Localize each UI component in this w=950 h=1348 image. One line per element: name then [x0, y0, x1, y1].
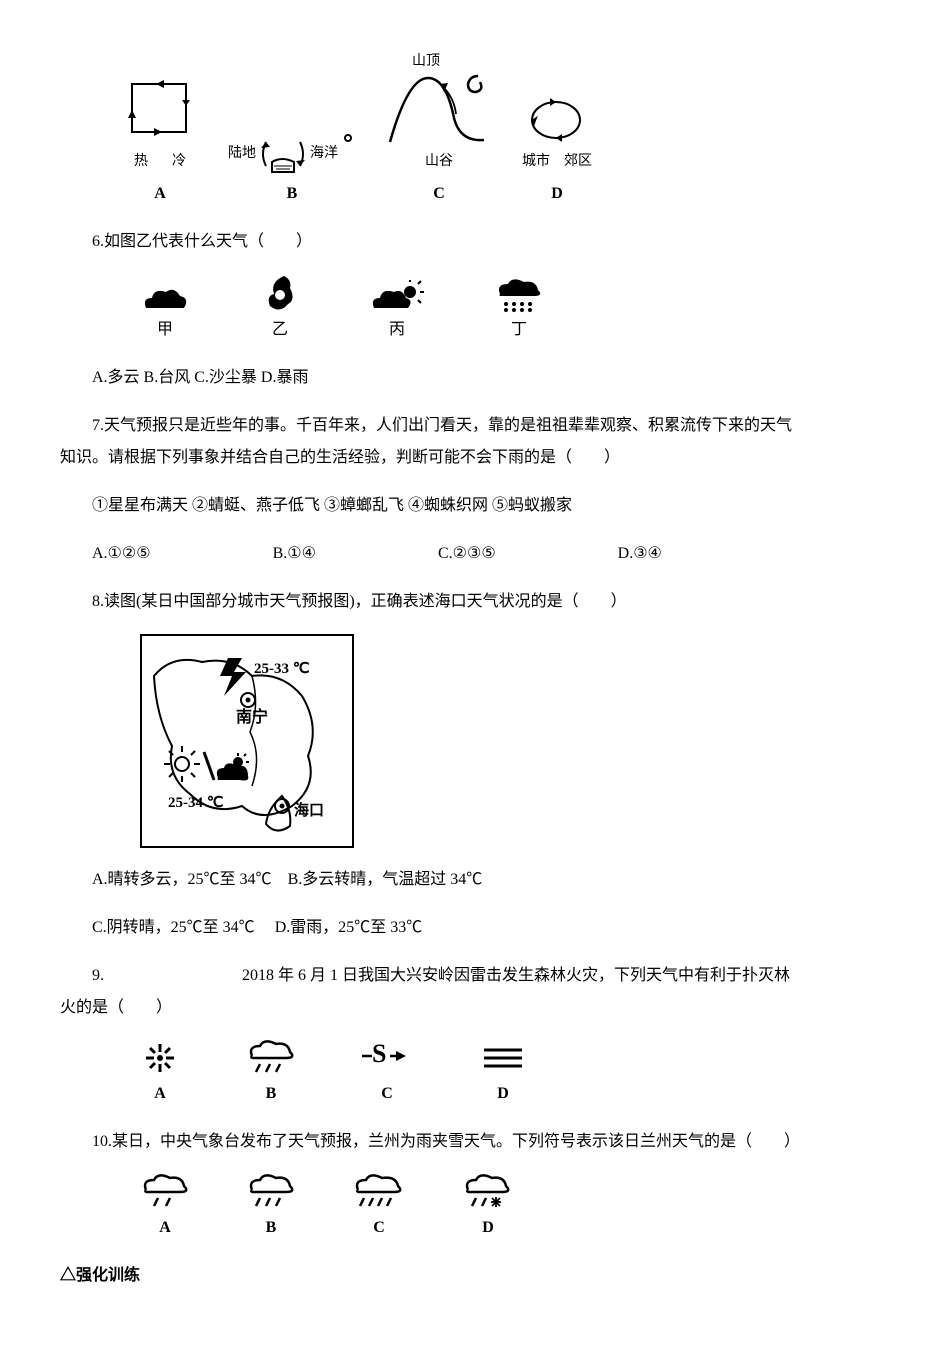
map-haikou: 海口 — [294, 796, 324, 826]
q9-label-d: D — [497, 1078, 509, 1110]
q9-icon-b: B — [246, 1040, 296, 1110]
sleet-icon — [462, 1174, 514, 1210]
q10-icon-b: B — [246, 1174, 296, 1244]
diagram-b-sea: 海洋 — [310, 140, 338, 168]
sandstorm-icon: S — [362, 1040, 412, 1076]
q8-opt-a: A.晴转多云，25℃至 34℃ — [92, 871, 272, 888]
q6-icon-b: 乙 — [260, 274, 300, 346]
q10-icon-d: D — [462, 1174, 514, 1244]
diagram-row-1: 热 冷 A 陆地 海洋 B 山顶 — [120, 68, 890, 210]
q7-opt-c: C.②③⑤ — [406, 538, 496, 570]
q9-icon-c: S C — [362, 1040, 412, 1110]
q10-icon-c: C — [352, 1174, 406, 1244]
sun-cloud-icon — [370, 280, 424, 314]
q10-label-d: D — [482, 1212, 494, 1244]
map-temp-2: 25-34 ℃ — [168, 788, 224, 818]
heavy-rain-icon — [494, 276, 544, 314]
q7-items: ①星星布满天 ②蜻蜓、燕子低飞 ③蟑螂乱飞 ④蜘蛛织网 ⑤蚂蚁搬家 — [60, 490, 890, 522]
q8-map: 25-33 ℃ 南宁 25-34 ℃ 海口 — [140, 634, 354, 848]
diagram-a-hot: 热 — [134, 148, 148, 176]
map-nanning: 南宁 — [236, 702, 268, 734]
diagram-b: 陆地 海洋 B — [228, 132, 356, 210]
q9-icons: A B S C D — [140, 1040, 890, 1110]
q7-line2: 知识。请根据下列事象并结合自己的生活经验，判断可能不会下雨的是（ ） — [60, 442, 890, 474]
fog-icon — [478, 1040, 528, 1076]
q9-label-b: B — [266, 1078, 277, 1110]
q9-icon-a: A — [140, 1040, 180, 1110]
cloud-icon — [140, 284, 190, 314]
q6-label-d: 丁 — [511, 314, 527, 346]
diagram-b-label: B — [287, 178, 298, 210]
q6-text: 6.如图乙代表什么天气（ ） — [60, 226, 890, 258]
section-footer: △强化训练 — [60, 1260, 890, 1292]
q10-label-c: C — [373, 1212, 385, 1244]
q6-opts: A.多云 B.台风 C.沙尘暴 D.暴雨 — [60, 362, 890, 394]
q7-opt-d: D.③④ — [586, 538, 662, 570]
diagram-b-land: 陆地 — [228, 140, 256, 168]
q6-icon-d: 丁 — [494, 276, 544, 346]
q10-icons: A B C D — [140, 1174, 890, 1244]
q9-body: 2018 年 6 月 1 日我国大兴安岭因雷击发生森林火灾，下列天气中有利于扑灭… — [242, 967, 790, 984]
diagram-d-label: D — [551, 178, 563, 210]
diagram-a-svg — [120, 78, 200, 148]
q10-icon-a: A — [140, 1174, 190, 1244]
diagram-d-city: 城市 — [522, 148, 550, 176]
q10-text: 10.某日，中央气象台发布了天气预报，兰州为雨夹雪天气。下列符号表示该日兰州天气… — [60, 1126, 890, 1158]
q7-opt-a: A.①②⑤ — [60, 538, 151, 570]
diagram-c-peak: 山顶 — [412, 48, 440, 76]
diagram-c-svg — [384, 68, 494, 148]
q8-opt-d: D.雷雨，25℃至 33℃ — [275, 919, 423, 936]
q8-opt-c: C.阴转晴，25℃至 34℃ — [92, 919, 255, 936]
q6-label-b: 乙 — [272, 314, 288, 346]
q10-label-a: A — [159, 1212, 171, 1244]
q9-label-c: C — [381, 1078, 393, 1110]
diagram-d: 城市 郊区 D — [522, 92, 592, 210]
map-temp-1: 25-33 ℃ — [254, 654, 310, 684]
q6-label-c: 丙 — [389, 314, 405, 346]
diagram-a-cold: 冷 — [172, 148, 186, 176]
diagram-b-svg — [258, 132, 308, 176]
q7-line1: 7.天气预报只是近些年的事。千百年来，人们出门看天，靠的是祖祖辈辈观察、积累流传… — [60, 410, 890, 442]
diagram-a: 热 冷 A — [120, 78, 200, 210]
diagram-c-label: C — [433, 178, 445, 210]
q6-icon-a: 甲 — [140, 284, 190, 346]
q8-opts-row2: C.阴转晴，25℃至 34℃ D.雷雨，25℃至 33℃ — [60, 912, 890, 944]
heavy-rain2-icon — [352, 1174, 406, 1210]
q9-line2: 火的是（ ） — [60, 992, 890, 1024]
q9-icon-d: D — [478, 1040, 528, 1110]
q8-opts-row1: A.晴转多云，25℃至 34℃ B.多云转晴，气温超过 34℃ — [60, 864, 890, 896]
typhoon-icon — [260, 274, 300, 314]
q7-opts: A.①②⑤ B.①④ C.②③⑤ D.③④ — [60, 538, 890, 570]
svg-text:S: S — [372, 1040, 386, 1068]
sunny-icon — [140, 1040, 180, 1076]
diagram-c: 山顶 山谷 C — [384, 68, 494, 210]
diagram-d-suburb: 郊区 — [564, 148, 592, 176]
diagram-a-label: A — [154, 178, 166, 210]
q6-icons: 甲 乙 丙 丁 — [140, 274, 890, 346]
q8-text: 8.读图(某日中国部分城市天气预报图)，正确表述海口天气状况的是（ ） — [60, 586, 890, 618]
q9-line1: 9. 2018 年 6 月 1 日我国大兴安岭因雷击发生森林火灾，下列天气中有利… — [60, 960, 890, 992]
diagram-c-valley: 山谷 — [425, 148, 453, 176]
q10-label-b: B — [266, 1212, 277, 1244]
q8-opt-b: B.多云转晴，气温超过 34℃ — [288, 871, 483, 888]
q6-label-a: 甲 — [157, 314, 173, 346]
q6-icon-c: 丙 — [370, 280, 424, 346]
moderate-rain-icon — [246, 1174, 296, 1210]
sun-dot — [340, 132, 356, 176]
light-rain-icon — [140, 1174, 190, 1210]
q7-opt-b: B.①④ — [241, 538, 316, 570]
q9-prefix: 9. — [92, 967, 104, 984]
rain-icon — [246, 1040, 296, 1076]
diagram-d-svg — [522, 92, 592, 148]
q9-label-a: A — [154, 1078, 166, 1110]
